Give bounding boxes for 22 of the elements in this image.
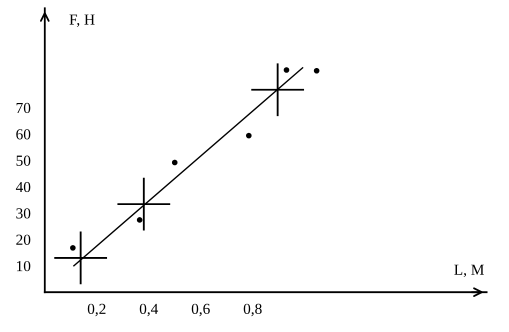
point (54, 232, 108, 284)
point (136, 217, 142, 223)
y-tick-label: 30 (16, 208, 30, 219)
point (251, 63, 304, 116)
point (172, 160, 178, 166)
y-tick-label: 60 (16, 129, 30, 140)
x-tick-label: 0,2 (88, 304, 106, 316)
x-tick-label: 0,4 (140, 304, 158, 316)
x-axis-title: L, M (454, 264, 484, 278)
y-tick-label: 10 (16, 260, 30, 272)
y-tick-label: 40 (16, 182, 30, 192)
point (117, 178, 170, 231)
point (70, 245, 76, 251)
y-tick-label: 50 (16, 156, 30, 166)
x-tick-label: 0,8 (244, 304, 262, 316)
y-axis-title: F, H (70, 14, 95, 27)
y-tick-label: 70 (16, 102, 30, 114)
point (246, 132, 252, 138)
point (284, 67, 290, 73)
x-tick-label: 0,6 (192, 304, 210, 316)
point (314, 68, 320, 74)
y-tick-label: 20 (16, 234, 30, 245)
